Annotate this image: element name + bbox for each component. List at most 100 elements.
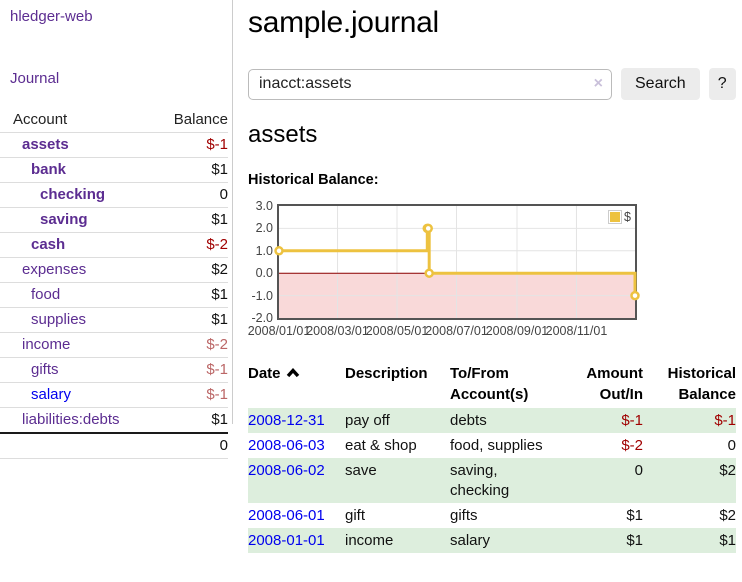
- search-form: × Search ?: [248, 68, 742, 100]
- search-input[interactable]: [248, 68, 612, 100]
- register-col-amount: Amount Out/In: [586, 365, 643, 403]
- date-link[interactable]: 2008-01-01: [248, 531, 325, 549]
- account-link-checking[interactable]: checking: [40, 186, 106, 203]
- account-link-gifts[interactable]: gifts: [31, 361, 59, 378]
- account-row: cash $-2: [0, 232, 228, 258]
- amount-cell: $1: [626, 506, 643, 524]
- description-cell: eat & shop: [345, 436, 417, 454]
- y-tick-label: 2.0: [255, 221, 273, 236]
- amount-cell: 0: [572, 458, 643, 503]
- register-row: 2008-06-03 eat & shop food, supplies $-2…: [248, 433, 736, 458]
- description-cell: gift: [345, 506, 366, 524]
- register-col-accounts: To/From Account(s): [450, 365, 529, 403]
- legend-swatch: [608, 210, 623, 224]
- accounts-cell: debts: [450, 408, 572, 433]
- clear-search-icon[interactable]: ×: [593, 74, 603, 92]
- x-tick-label: 2008/07/01: [425, 324, 488, 338]
- date-link[interactable]: 2008-06-02: [248, 461, 325, 479]
- accounts-cell: gifts: [450, 506, 478, 524]
- accounts-col-balance: Balance: [156, 108, 228, 133]
- register-col-balance: Historical Balance: [667, 365, 736, 403]
- register-row: 2008-06-01 gift gifts $1 $2: [248, 503, 736, 528]
- x-tick-label: 2008/09/01: [485, 324, 549, 338]
- account-balance: $1: [156, 157, 228, 183]
- sort-asc-icon: [286, 363, 300, 384]
- account-link-salary[interactable]: salary: [31, 386, 72, 403]
- help-button[interactable]: ?: [708, 68, 736, 100]
- account-row: gifts $-1: [0, 357, 228, 383]
- date-link[interactable]: 2008-06-03: [248, 436, 325, 454]
- x-tick-label: 2008/05/01: [365, 324, 429, 338]
- account-link-bank[interactable]: bank: [31, 161, 67, 178]
- account-link-food[interactable]: food: [31, 286, 61, 303]
- account-row: saving $1: [0, 207, 228, 233]
- y-tick-label: -1.0: [251, 288, 273, 303]
- account-link-cash[interactable]: cash: [31, 236, 66, 253]
- x-tick-label: 2008/03/01: [306, 324, 369, 338]
- account-row: checking 0: [0, 182, 228, 208]
- account-row: assets $-1: [0, 132, 228, 158]
- main-content: sample.journal × Search ? assets Histori…: [233, 0, 742, 553]
- amount-cell: $-1: [572, 408, 643, 433]
- y-tick-label: 3.0: [255, 199, 273, 213]
- chart-plot-area: $: [274, 204, 640, 320]
- sidebar-divider: [232, 0, 233, 424]
- account-row: expenses $2: [0, 257, 228, 283]
- date-link[interactable]: 2008-12-31: [248, 411, 325, 429]
- balance-cell: $1: [643, 528, 736, 553]
- account-balance: $2: [156, 257, 228, 283]
- account-link-assets[interactable]: assets: [22, 136, 69, 153]
- account-link-saving[interactable]: saving: [40, 211, 88, 228]
- search-button[interactable]: Search: [621, 68, 700, 100]
- account-balance: $1: [156, 207, 228, 233]
- account-row: supplies $1: [0, 307, 228, 333]
- accounts-total-row: 0: [0, 432, 228, 459]
- register-row: 2008-12-31 pay off debts $-1 $-1: [248, 408, 736, 433]
- register-col-description: Description: [345, 365, 428, 382]
- account-balance: $-1: [156, 132, 228, 158]
- balance-cell: $2: [719, 506, 736, 524]
- chart-legend: $: [608, 210, 631, 224]
- account-row: liabilities:debts $1: [0, 407, 228, 434]
- date-link[interactable]: 2008-06-01: [248, 506, 325, 524]
- accounts-cell: food, supplies: [450, 436, 543, 454]
- description-cell: income: [345, 528, 450, 553]
- accounts-cell: salary: [450, 528, 572, 553]
- description-cell: save: [345, 458, 450, 503]
- register-table: Date Description To/From Account(s) Amou…: [248, 360, 736, 553]
- accounts-table: Account Balance assets $-1 bank $1 check…: [0, 108, 228, 459]
- x-tick-label: 2008/11/01: [545, 324, 608, 338]
- account-link-liabilities-debts[interactable]: liabilities:debts: [22, 411, 120, 428]
- balance-cell: 0: [727, 436, 736, 454]
- balance-cell: $-1: [643, 408, 736, 433]
- account-link-supplies[interactable]: supplies: [31, 311, 87, 328]
- brand-link[interactable]: hledger-web: [10, 8, 93, 25]
- accounts-col-account: Account: [0, 108, 157, 133]
- register-col-date: Date: [248, 360, 345, 408]
- register-row: 2008-06-02 save saving, checking 0 $2: [248, 458, 736, 503]
- account-balance: $-2: [156, 332, 228, 358]
- account-balance: $1: [156, 282, 228, 308]
- nav-journal-link[interactable]: Journal: [10, 70, 60, 87]
- y-tick-label: -2.0: [251, 311, 273, 325]
- amount-cell: $-2: [621, 436, 643, 454]
- account-row: salary $-1: [0, 382, 228, 408]
- page-title: sample.journal: [248, 6, 439, 39]
- chart-title: Historical Balance:: [248, 172, 379, 188]
- accounts-total-value: 0: [156, 432, 228, 459]
- register-row: 2008-01-01 income salary $1 $1: [248, 528, 736, 553]
- account-balance: $1: [156, 407, 228, 434]
- account-balance: $-2: [156, 232, 228, 258]
- accounts-cell: saving, checking: [450, 458, 572, 503]
- chart-canvas: [274, 206, 640, 318]
- y-tick-label: 0.0: [255, 266, 273, 281]
- account-row: bank $1: [0, 157, 228, 183]
- historical-balance-chart: $ 3.0 2.0 1.0 0.0 -1.0 -2.0 2008/01/01 2008/03…: [248, 198, 648, 338]
- sidebar: hledger-web Journal Account Balance asse…: [0, 0, 233, 459]
- x-tick-label: 2008/01/01: [247, 324, 311, 338]
- account-link-income[interactable]: income: [22, 336, 71, 353]
- amount-cell: $1: [572, 528, 643, 553]
- account-row: food $1: [0, 282, 228, 308]
- account-heading: assets: [248, 121, 318, 148]
- account-link-expenses[interactable]: expenses: [22, 261, 87, 278]
